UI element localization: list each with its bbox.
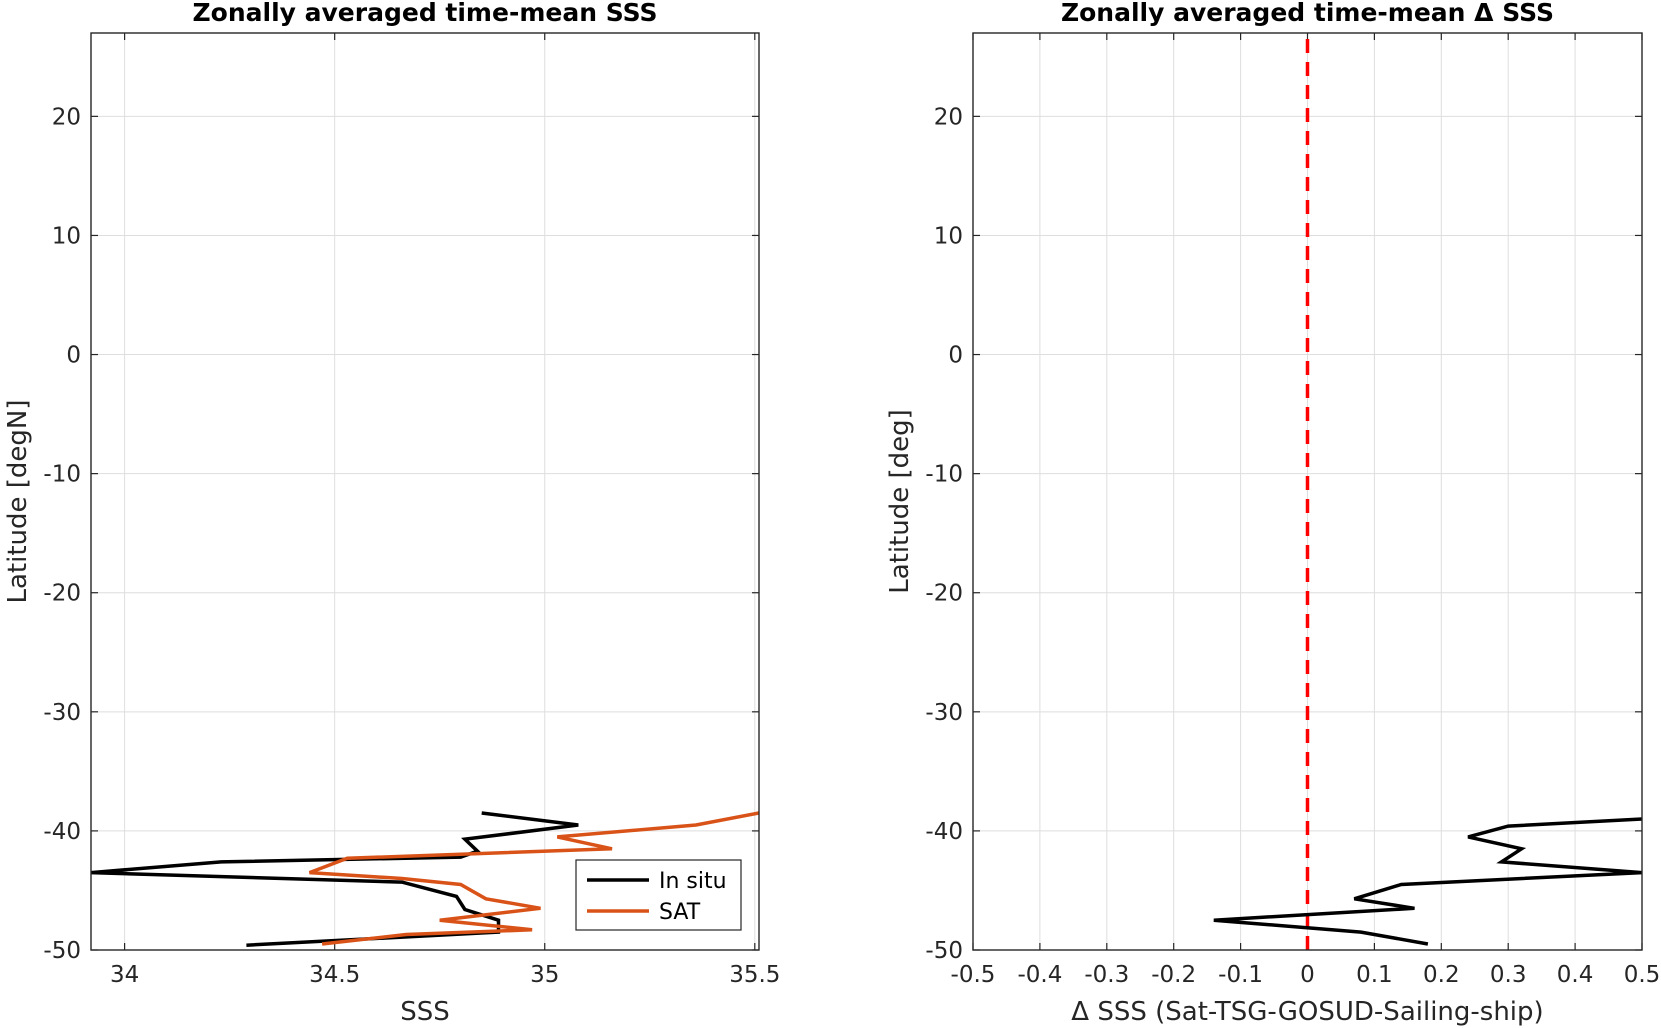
legend-label-sat: SAT (659, 900, 701, 925)
x-tick-label: 0.3 (1490, 962, 1527, 988)
x-tick-label: -0.5 (951, 962, 996, 988)
y-tick-label: -50 (43, 938, 81, 964)
y-tick-label: -30 (925, 700, 963, 726)
legend-label-in-situ: In situ (659, 869, 727, 894)
x-tick-label: 0.1 (1356, 962, 1393, 988)
y-tick-label: -30 (43, 700, 81, 726)
y-tick-label: 10 (934, 223, 963, 249)
y-tick-label: -10 (43, 462, 81, 488)
axes-box (972, 32, 1643, 951)
y-tick-label: 20 (52, 104, 81, 130)
chart-panel-1: 34 34.5 35 35.5 -50 -40 -30 -20 -10 0 10 20 Zonally … (3, 0, 780, 1027)
x-tick-label: 0.5 (1624, 962, 1661, 988)
y-tick-label: 0 (948, 343, 963, 369)
y-tick-label: 20 (934, 104, 963, 130)
x-tick-label: 0 (1300, 962, 1315, 988)
y-tick-label: -50 (925, 938, 963, 964)
x-axis-label: SSS (400, 997, 450, 1027)
y-tick-label: -40 (43, 819, 81, 845)
legend: In situ SAT (575, 859, 742, 931)
y-tick-label: 10 (52, 223, 81, 249)
y-axis-label: Latitude [degN] (3, 399, 33, 603)
axes-box (90, 32, 760, 951)
chart-title: Zonally averaged time-mean Δ SSS (1061, 0, 1554, 27)
x-tick-label: 35 (530, 962, 559, 988)
x-tick-label: -0.1 (1218, 962, 1263, 988)
x-tick-label: 34 (110, 962, 139, 988)
series-line-in-situ (91, 811, 579, 947)
x-tick-label: 0.4 (1557, 962, 1594, 988)
chart-title: Zonally averaged time-mean SSS (193, 0, 658, 27)
x-axis-label: Δ SSS (Sat-TSG-GOSUD-Sailing-ship) (1071, 997, 1543, 1027)
y-tick-label: -20 (925, 581, 963, 607)
y-tick-label: -40 (925, 819, 963, 845)
chart-panel-2: -0.5 -0.4 -0.3 -0.2 -0.1 0 0.1 0.2 0.3 0.4 0.5 -50 -… (885, 0, 1660, 1027)
x-tick-label: -0.2 (1151, 962, 1196, 988)
y-tick-label: 0 (66, 343, 81, 369)
series-line-delta-sss (1213, 817, 1642, 946)
x-tick-label: 34.5 (309, 962, 360, 988)
x-tick-label: -0.3 (1084, 962, 1129, 988)
y-axis-label: Latitude [deg] (885, 409, 915, 594)
x-tick-label: -0.4 (1017, 962, 1062, 988)
series-line-sat (308, 811, 759, 946)
plot-area (91, 33, 759, 950)
y-tick-label: -20 (43, 581, 81, 607)
x-tick-label: 35.5 (729, 962, 780, 988)
y-tick-label: -10 (925, 462, 963, 488)
legend-box (575, 859, 742, 931)
x-tick-label: 0.2 (1423, 962, 1460, 988)
